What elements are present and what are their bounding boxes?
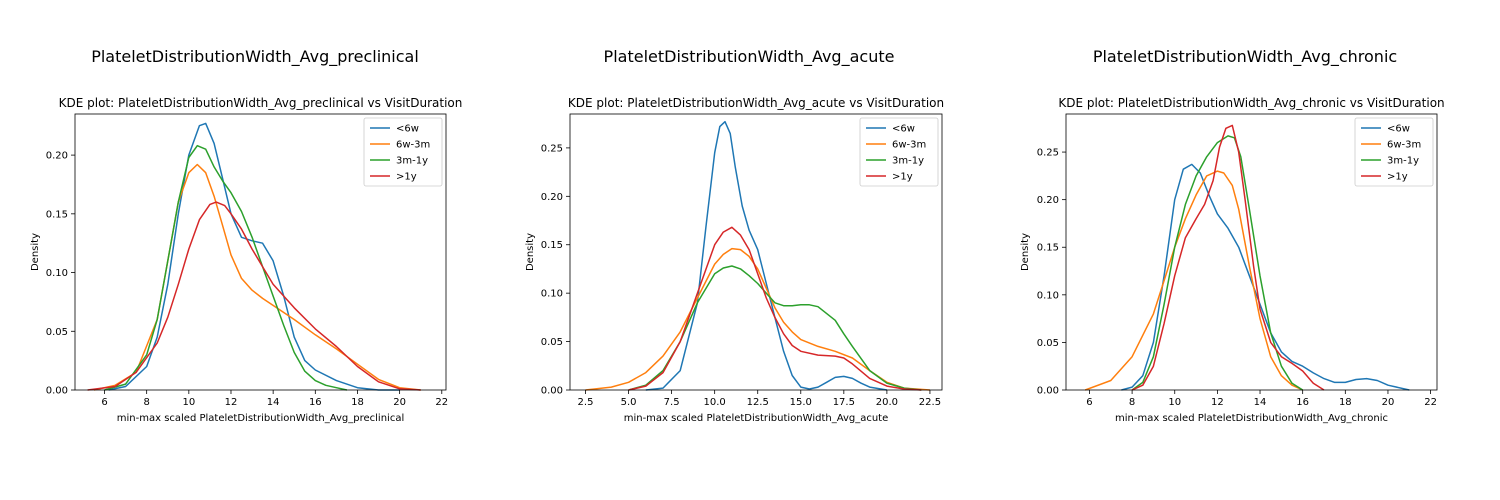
y-tick-label: 0.15 <box>46 209 68 220</box>
y-tick-label: 0.10 <box>46 268 68 279</box>
axes-title: KDE plot: PlateletDistributionWidth_Avg_… <box>568 96 944 110</box>
y-tick-label: 0.25 <box>541 143 563 154</box>
y-tick-label: 0.10 <box>1037 290 1059 301</box>
kde-curve-lt6w <box>108 122 400 391</box>
y-tick-label: 0.10 <box>541 289 563 300</box>
x-tick-label: 10 <box>182 397 195 408</box>
y-tick-label: 0.15 <box>1037 243 1059 254</box>
y-tick-label: 0.05 <box>46 327 68 338</box>
legend-label: 6w-3m <box>1387 140 1421 151</box>
axes-title: KDE plot: PlateletDistributionWidth_Avg_… <box>1058 96 1444 110</box>
axes-title: KDE plot: PlateletDistributionWidth_Avg_… <box>59 96 463 110</box>
x-tick-label: 20.0 <box>876 397 898 408</box>
x-tick-label: 7.5 <box>664 397 680 408</box>
kde-curve-6w3m <box>1084 170 1304 391</box>
legend-label: <6w <box>396 124 419 135</box>
x-tick-label: 16 <box>1296 397 1309 408</box>
x-tick-label: 14 <box>267 397 280 408</box>
x-tick-label: 18 <box>1339 397 1352 408</box>
kde-curve-lt6w <box>645 120 888 391</box>
axes-frame <box>74 113 447 391</box>
x-tick-label: 12 <box>1211 397 1224 408</box>
x-tick-label: 20 <box>1382 397 1395 408</box>
x-tick-label: 8 <box>1129 397 1135 408</box>
x-tick-label: 8 <box>143 397 149 408</box>
panel-title: PlateletDistributionWidth_Avg_preclinica… <box>91 47 419 67</box>
x-tick-label: 22.5 <box>919 397 941 408</box>
legend-label: >1y <box>1387 172 1408 183</box>
y-tick-label: 0.20 <box>541 192 563 203</box>
legend-label: >1y <box>396 172 417 183</box>
legend: <6w 6w-3m 3m-1y >1y <box>1354 117 1434 187</box>
x-tick-label: 12 <box>225 397 238 408</box>
y-tick-label: 0.25 <box>1037 148 1059 159</box>
x-axis-label: min-max scaled PlateletDistributionWidth… <box>117 413 404 424</box>
x-tick-label: 20 <box>393 397 406 408</box>
x-tick-label: 22 <box>1424 397 1437 408</box>
axes-frame <box>1065 113 1438 391</box>
x-tick-label: 22 <box>435 397 448 408</box>
kde-curve-gt1y <box>1131 124 1325 391</box>
y-tick-label: 0.20 <box>1037 195 1059 206</box>
legend-label: <6w <box>1387 124 1410 135</box>
x-tick-label: 14 <box>1254 397 1267 408</box>
legend: <6w 6w-3m 3m-1y >1y <box>859 117 939 187</box>
chart-panel-2: PlateletDistributionWidth_Avg_acute KDE p… <box>525 47 944 424</box>
kde-curve-3m1y <box>104 144 348 391</box>
legend-label: 3m-1y <box>892 156 924 167</box>
chart-panel-1: PlateletDistributionWidth_Avg_preclinica… <box>30 47 462 424</box>
y-tick-label: 0.15 <box>541 240 563 251</box>
y-tick-label: 0.00 <box>46 386 68 397</box>
x-tick-label: 17.5 <box>833 397 855 408</box>
legend: <6w 6w-3m 3m-1y >1y <box>363 117 443 187</box>
y-tick-label: 0.00 <box>1037 386 1059 397</box>
x-tick-label: 5.0 <box>621 397 637 408</box>
kde-curve-gt1y <box>628 226 922 391</box>
legend-box <box>363 117 443 187</box>
legend-label: 3m-1y <box>1387 156 1419 167</box>
kde-curve-gt1y <box>87 201 421 391</box>
x-tick-label: 16 <box>309 397 322 408</box>
legend-box <box>859 117 939 187</box>
x-tick-label: 6 <box>1086 397 1092 408</box>
x-axis-label: min-max scaled PlateletDistributionWidth… <box>1115 413 1388 424</box>
chart-panel-3: PlateletDistributionWidth_Avg_chronic KDE… <box>1020 47 1445 424</box>
x-tick-label: 6 <box>101 397 107 408</box>
y-tick-label: 0.05 <box>1037 338 1059 349</box>
x-tick-label: 2.5 <box>578 397 594 408</box>
x-tick-label: 10.0 <box>704 397 726 408</box>
y-axis-label: Density <box>525 233 536 271</box>
kde-curve-6w3m <box>585 247 930 391</box>
kde-curve-3m1y <box>628 265 922 391</box>
x-tick-label: 12.5 <box>747 397 769 408</box>
y-axis-label: Density <box>30 233 41 271</box>
y-tick-label: 0.00 <box>541 386 563 397</box>
axes-frame <box>569 113 943 391</box>
legend-label: >1y <box>892 172 913 183</box>
x-tick-label: 18 <box>351 397 364 408</box>
y-tick-label: 0.05 <box>541 337 563 348</box>
y-axis-label: Density <box>1020 233 1031 271</box>
x-tick-label: 15.0 <box>790 397 812 408</box>
panel-title: PlateletDistributionWidth_Avg_chronic <box>1093 47 1397 67</box>
legend-label: 6w-3m <box>396 140 430 151</box>
legend-box <box>1354 117 1434 187</box>
panel-title: PlateletDistributionWidth_Avg_acute <box>604 47 895 67</box>
x-tick-label: 10 <box>1168 397 1181 408</box>
x-axis-label: min-max scaled PlateletDistributionWidth… <box>624 413 889 424</box>
y-tick-label: 0.20 <box>46 151 68 162</box>
legend-label: 3m-1y <box>396 156 428 167</box>
legend-label: <6w <box>892 124 915 135</box>
legend-label: 6w-3m <box>892 140 926 151</box>
